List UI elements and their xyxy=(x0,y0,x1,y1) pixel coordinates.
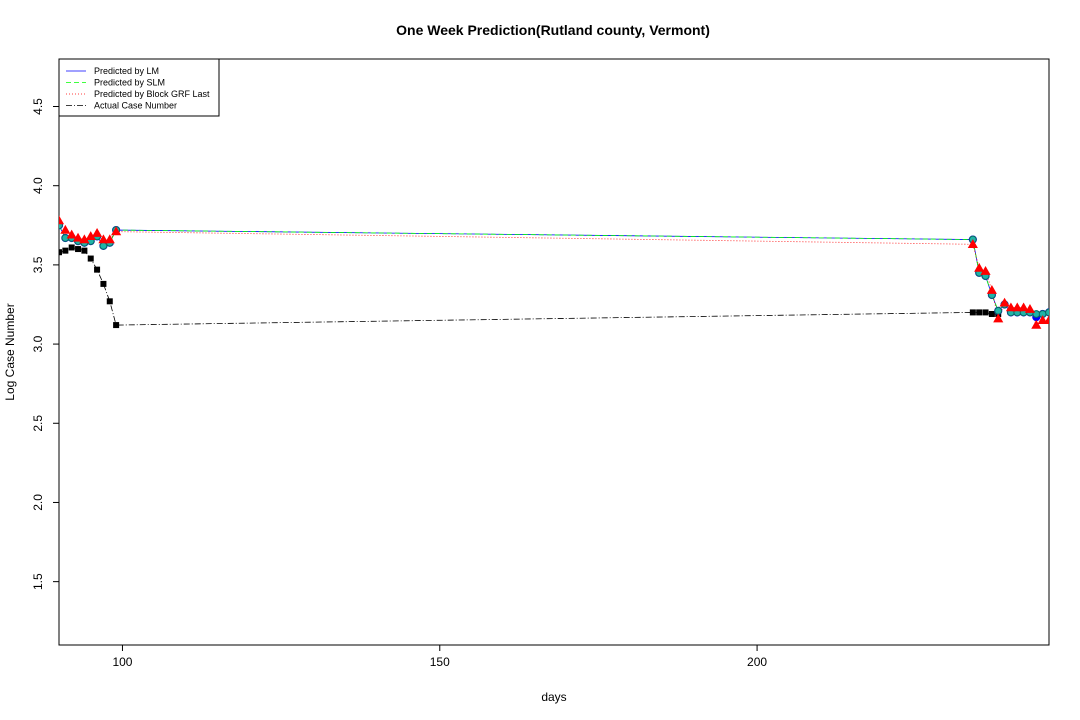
series-line-1 xyxy=(59,225,1049,315)
legend-label: Predicted by SLM xyxy=(94,78,165,88)
data-point-series-2 xyxy=(993,313,1004,323)
data-point-series-2 xyxy=(986,285,997,294)
data-point-series-3 xyxy=(982,309,989,316)
data-point-series-2 xyxy=(66,229,77,239)
data-point-series-2 xyxy=(974,262,985,272)
data-point-series-2 xyxy=(59,215,65,225)
y-axis: 1.5 2.0 2.5 3.0 3.5 4.0 4.5 xyxy=(31,98,59,590)
data-point-series-1 xyxy=(1045,308,1049,317)
data-point-series-1 xyxy=(994,306,1003,315)
legend-label: Predicted by Block GRF Last xyxy=(94,89,210,99)
x-axis: 100 150 200 xyxy=(112,645,767,669)
y-tick-label: 4.5 xyxy=(31,98,45,115)
data-point-series-2 xyxy=(1037,315,1048,324)
x-tick-label: 150 xyxy=(430,655,450,669)
data-point-series-3 xyxy=(969,309,976,316)
data-point-series-2 xyxy=(92,228,103,237)
y-tick-label: 3.5 xyxy=(31,256,45,273)
data-point-series-2 xyxy=(1018,302,1029,312)
y-axis-label: Log Case Number xyxy=(3,303,17,400)
legend-label: Predicted by LM xyxy=(94,66,159,76)
data-point-series-3 xyxy=(75,246,82,253)
legend-box xyxy=(58,58,220,117)
data-point-series-3 xyxy=(81,247,88,254)
data-point-series-2 xyxy=(1024,304,1036,313)
legend-label: Actual Case Number xyxy=(94,101,177,111)
data-point-series-3 xyxy=(988,310,995,317)
series-line-2 xyxy=(59,220,1049,326)
data-point-series-3 xyxy=(68,244,75,251)
data-point-series-2 xyxy=(1031,319,1042,329)
data-point-series-3 xyxy=(113,322,120,329)
data-point-series-2 xyxy=(1005,302,1016,312)
data-point-series-2 xyxy=(1043,315,1049,324)
data-point-series-3 xyxy=(106,298,113,305)
data-point-series-3 xyxy=(62,247,69,254)
data-point-series-3 xyxy=(100,280,107,287)
data-point-series-2 xyxy=(60,224,71,234)
data-point-series-1 xyxy=(99,241,108,250)
data-point-series-2 xyxy=(1012,302,1023,312)
data-point-series-2 xyxy=(111,226,122,236)
y-tick-label: 1.5 xyxy=(31,573,45,590)
y-tick-label: 3.0 xyxy=(31,335,45,352)
data-point-series-2 xyxy=(967,239,978,248)
legend: Predicted by LM Predicted by SLMPredicted… xyxy=(58,58,220,117)
y-tick-label: 2.5 xyxy=(31,415,45,432)
chart-title: One Week Prediction(Rutland county, Verm… xyxy=(396,22,710,38)
data-point-series-3 xyxy=(94,266,101,273)
series-markers xyxy=(59,215,1049,329)
y-tick-label: 2.0 xyxy=(31,494,45,511)
series-lines xyxy=(59,220,1049,326)
data-point-series-2 xyxy=(98,234,109,244)
data-point-series-3 xyxy=(976,309,983,316)
x-tick-label: 100 xyxy=(112,655,132,669)
data-point-series-3 xyxy=(87,255,94,262)
x-axis-label: days xyxy=(541,690,566,704)
x-tick-label: 200 xyxy=(747,655,767,669)
data-point-series-2 xyxy=(999,297,1010,307)
plot-area xyxy=(58,58,1050,646)
y-tick-label: 4.0 xyxy=(31,177,45,194)
data-point-series-3 xyxy=(59,249,62,256)
data-point-series-2 xyxy=(980,266,991,275)
data-point-series-2 xyxy=(72,232,84,242)
series-line-3 xyxy=(59,247,999,326)
data-point-series-2 xyxy=(104,234,115,244)
